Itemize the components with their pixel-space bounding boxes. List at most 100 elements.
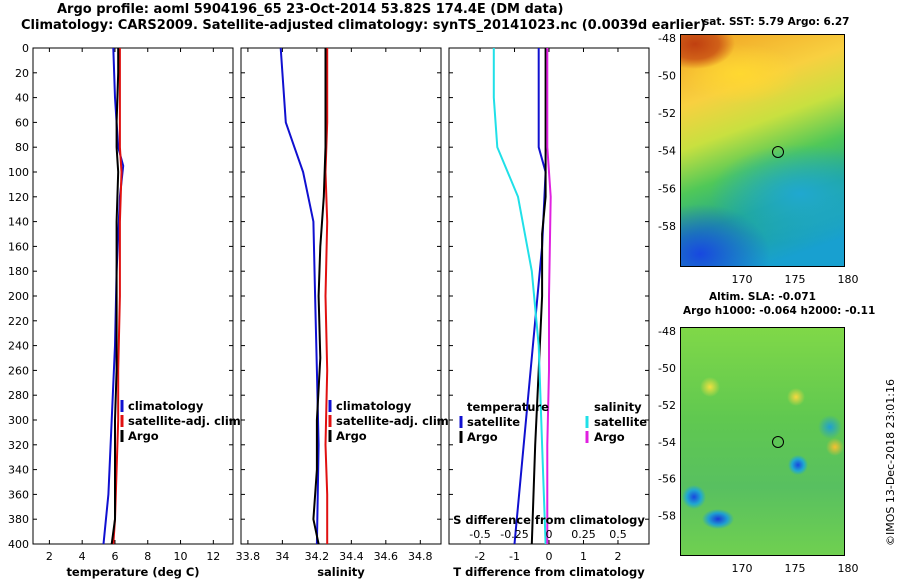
- sla-map-title-1: Altim. SLA: -0.071: [709, 291, 816, 303]
- x-tick-label: -1: [509, 550, 520, 563]
- depth-tick-label: 380: [8, 513, 29, 526]
- map-lon-tick-label: 170: [732, 562, 753, 575]
- plot-frame-salinity: [240, 47, 442, 545]
- legend-label: Argo: [128, 429, 159, 443]
- x-tick-label: 34.8: [408, 550, 433, 563]
- legend-label: satellite: [467, 415, 520, 429]
- depth-tick-label: 180: [8, 265, 29, 278]
- legend-label: satellite-adj. clim.: [128, 414, 245, 428]
- map-lat-tick-label: -52: [658, 107, 676, 120]
- depth-tick-label: 320: [8, 439, 29, 452]
- map-lon-tick-label: 180: [838, 273, 859, 286]
- x-tick-label: 34.4: [339, 550, 364, 563]
- x-tick-label: 4: [79, 550, 86, 563]
- x-axis-label-temperature: temperature (deg C): [66, 565, 199, 579]
- map-lat-tick-label: -56: [658, 182, 676, 195]
- plot-frame-temperature: [32, 47, 234, 545]
- x2-tick-label: -0.25: [500, 528, 528, 541]
- title-line-1: Argo profile: aoml 5904196_65 23-Oct-201…: [57, 2, 564, 17]
- legend-label: climatology: [336, 399, 412, 413]
- x-tick-label: 2: [614, 550, 621, 563]
- x-axis-label-2: S difference from climatology: [453, 513, 645, 527]
- x-tick-label: 34.6: [374, 550, 399, 563]
- x-tick-label: 0: [546, 550, 553, 563]
- series-satellite-adj.-clim.: [112, 48, 123, 545]
- x-tick-label: 34: [275, 550, 289, 563]
- sst-map: [680, 34, 845, 267]
- legend-label: Argo: [336, 429, 367, 443]
- x-tick-label: 2: [46, 550, 53, 563]
- depth-tick-label: 60: [15, 116, 29, 129]
- depth-tick-label: 280: [8, 389, 29, 402]
- map-lat-tick-label: -54: [658, 145, 676, 158]
- legend-title-temperature: temperature: [467, 400, 549, 414]
- x-tick-label: 8: [144, 550, 151, 563]
- legend-title-salinity: salinity: [594, 400, 642, 414]
- depth-tick-label: 140: [8, 216, 29, 229]
- depth-tick-label: 300: [8, 414, 29, 427]
- x-tick-label: 1: [580, 550, 587, 563]
- map-lon-tick-label: 170: [732, 273, 753, 286]
- map-lat-tick-label: -48: [658, 325, 676, 338]
- series-satellite-adj.-clim.: [324, 48, 329, 544]
- x-tick-label: 33.8: [236, 550, 261, 563]
- sla-map: [680, 327, 845, 556]
- map-lat-tick-label: -58: [658, 510, 676, 523]
- series-s-satellite: [492, 48, 547, 545]
- x-axis-label-salinity: salinity: [317, 565, 365, 579]
- depth-tick-label: 0: [22, 42, 29, 55]
- x-tick-label: 6: [111, 550, 118, 563]
- sla-argo-marker: [772, 436, 784, 448]
- x-tick-label: 10: [174, 550, 188, 563]
- depth-tick-label: 360: [8, 488, 29, 501]
- legend-label: climatology: [128, 399, 204, 413]
- x2-tick-label: -0.5: [469, 528, 490, 541]
- depth-tick-label: 220: [8, 315, 29, 328]
- x-tick-label: 12: [206, 550, 220, 563]
- map-lat-tick-label: -50: [658, 362, 676, 375]
- map-lat-tick-label: -54: [658, 436, 676, 449]
- map-lon-tick-label: 175: [785, 562, 806, 575]
- x-tick-label: -2: [475, 550, 486, 563]
- x2-tick-label: 0.25: [571, 528, 596, 541]
- depth-tick-label: 100: [8, 166, 29, 179]
- depth-tick-label: 40: [15, 92, 29, 105]
- sst-map-title: sat. SST: 5.79 Argo: 6.27: [703, 16, 850, 28]
- map-lon-tick-label: 180: [838, 562, 859, 575]
- map-lat-tick-label: -56: [658, 473, 676, 486]
- title-line-2: Climatology: CARS2009. Satellite-adjuste…: [21, 18, 706, 33]
- depth-tick-label: 240: [8, 340, 29, 353]
- sst-map-frame: [680, 34, 845, 267]
- depth-tick-label: 260: [8, 364, 29, 377]
- series-s-argo: [546, 48, 552, 544]
- depth-tick-label: 400: [8, 538, 29, 551]
- map-lat-tick-label: -48: [658, 32, 676, 45]
- legend-label: satellite: [594, 415, 647, 429]
- legend-label: Argo: [594, 430, 625, 444]
- x2-tick-label: 0: [546, 528, 553, 541]
- credit-text: ©IMOS 13-Dec-2018 23:01:16: [884, 379, 897, 546]
- legend-label: satellite-adj. clim.: [336, 414, 453, 428]
- series-argo: [312, 48, 327, 545]
- series-t-argo: [530, 48, 547, 545]
- depth-tick-label: 160: [8, 240, 29, 253]
- depth-tick-label: 200: [8, 290, 29, 303]
- legend-label: Argo: [467, 430, 498, 444]
- x-axis-label-difference: T difference from climatology: [453, 565, 645, 579]
- map-lat-tick-label: -50: [658, 70, 676, 83]
- sla-map-frame: [680, 327, 845, 556]
- map-lat-tick-label: -52: [658, 399, 676, 412]
- series-t-satellite: [513, 48, 547, 545]
- depth-tick-label: 80: [15, 141, 29, 154]
- depth-tick-label: 340: [8, 464, 29, 477]
- series-argo: [110, 48, 120, 545]
- depth-tick-label: 120: [8, 191, 29, 204]
- depth-tick-label: 20: [15, 67, 29, 80]
- map-lon-tick-label: 175: [785, 273, 806, 286]
- sst-argo-marker: [772, 146, 784, 158]
- sla-map-title-2: Argo h1000: -0.064 h2000: -0.11: [683, 305, 876, 317]
- map-lat-tick-label: -58: [658, 220, 676, 233]
- x-tick-label: 34.2: [305, 550, 330, 563]
- x2-tick-label: 0.5: [609, 528, 627, 541]
